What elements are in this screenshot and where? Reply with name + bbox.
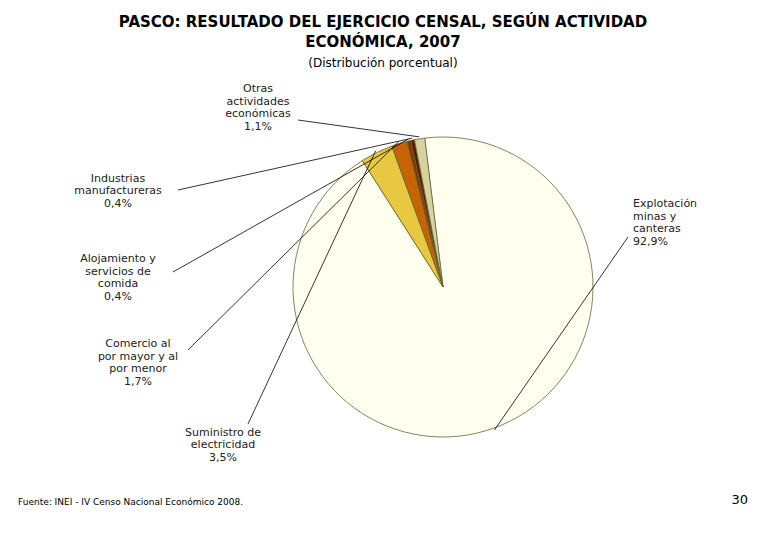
svg-text:Alojamiento yservicios decomid: Alojamiento yservicios decomida0,4%	[80, 252, 156, 303]
html-text:PASCO: RESULTADO DEL EJERCICIO: PASCO: RESULTADO DEL EJERCICIO CENSAL, S…	[118, 13, 648, 31]
svg-text:Industriasmanufactureras0,4%: Industriasmanufactureras0,4%	[74, 171, 162, 209]
html-text:ECONÓMICA, 2007: ECONÓMICA, 2007	[305, 33, 461, 51]
svg-text:Explotaciónminas ycanteras92,9: Explotaciónminas ycanteras92,9%	[633, 197, 697, 248]
svg-text:Otrasactividadeseconómicas1,1%: Otrasactividadeseconómicas1,1%	[225, 82, 291, 133]
html-text:30: 30	[731, 492, 748, 507]
html-text:(Distribución porcentual): (Distribución porcentual)	[308, 56, 458, 70]
svg-text:Comercio alpor mayor y alpor m: Comercio alpor mayor y alpor menor1,7%	[98, 337, 178, 388]
svg-text:Suministro deelectricidad3,5%: Suministro deelectricidad3,5%	[185, 425, 261, 463]
html-text:Fuente: INEI - IV Censo Nacion: Fuente: INEI - IV Censo Nacional Económi…	[18, 497, 243, 507]
